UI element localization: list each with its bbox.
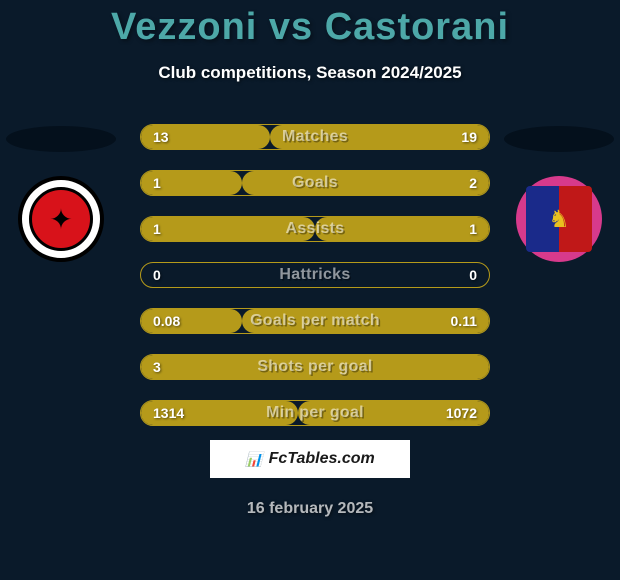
- stat-row: Assists1 1: [140, 216, 490, 242]
- stat-value-right: [465, 355, 489, 379]
- branding-text: FcTables.com: [269, 450, 375, 468]
- stat-label: Assists: [141, 217, 489, 241]
- stat-value-right: 1072: [434, 401, 489, 425]
- date-text: 16 february 2025: [0, 500, 620, 518]
- subtitle: Club competitions, Season 2024/2025: [0, 63, 620, 83]
- stat-value-left: 1314: [141, 401, 196, 425]
- team-logo-left: ✦: [18, 176, 104, 262]
- stat-value-right: 1: [457, 217, 489, 241]
- page-title: Vezzoni vs Castorani: [0, 0, 620, 49]
- stat-value-right: 0.11: [439, 309, 489, 333]
- stat-label: Goals per match: [141, 309, 489, 333]
- stat-row: Min per goal13141072: [140, 400, 490, 426]
- stat-label: Goals: [141, 171, 489, 195]
- logo-shadow-left: [6, 126, 116, 152]
- stat-value-left: 0.08: [141, 309, 192, 333]
- stat-label: Shots per goal: [141, 355, 489, 379]
- stat-value-right: 19: [449, 125, 489, 149]
- stat-label: Matches: [141, 125, 489, 149]
- chart-icon: 📊: [245, 451, 262, 468]
- foggia-logo-icon: ✦: [29, 187, 93, 251]
- team-logo-right: ♞: [516, 176, 602, 262]
- stat-label: Hattricks: [141, 263, 489, 287]
- potenza-logo-icon: ♞: [526, 186, 592, 252]
- stat-value-left: 13: [141, 125, 181, 149]
- stat-row: Shots per goal3: [140, 354, 490, 380]
- branding-box: 📊 FcTables.com: [210, 440, 410, 478]
- stat-value-left: 3: [141, 355, 173, 379]
- stats-table: Matches1319Goals12Assists11Hattricks00Go…: [140, 124, 490, 446]
- stat-row: Goals per match0.08 0.11: [140, 308, 490, 334]
- stat-value-left: 1: [141, 217, 173, 241]
- stat-value-left: 1: [141, 171, 173, 195]
- stat-value-left: 0: [141, 263, 173, 287]
- logo-shadow-right: [504, 126, 614, 152]
- stat-row: Hattricks0 0: [140, 262, 490, 288]
- stat-value-right: 0: [457, 263, 489, 287]
- stat-row: Matches13 19: [140, 124, 490, 150]
- stat-value-right: 2: [457, 171, 489, 195]
- stat-row: Goals1 2: [140, 170, 490, 196]
